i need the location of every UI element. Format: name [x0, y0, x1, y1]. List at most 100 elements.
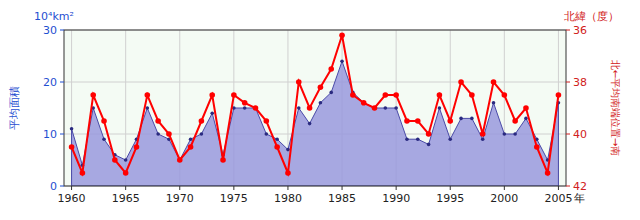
- point: [189, 137, 193, 141]
- point: [112, 157, 118, 163]
- point: [319, 101, 323, 105]
- x-tick: [233, 186, 234, 190]
- point: [243, 106, 247, 110]
- point: [339, 32, 345, 38]
- point: [134, 144, 140, 150]
- point: [437, 92, 443, 98]
- point: [242, 100, 248, 106]
- y2-unit-label: 北緯（度）: [564, 10, 619, 23]
- point: [405, 137, 409, 141]
- point: [383, 92, 389, 98]
- y-tick-label: 0: [50, 180, 57, 193]
- point: [372, 105, 378, 111]
- y2-tick-label: 40: [573, 128, 587, 141]
- x-tick-label: 1980: [274, 192, 302, 205]
- point: [545, 170, 551, 176]
- point: [145, 92, 151, 98]
- point: [209, 92, 215, 98]
- y2-tick: [566, 30, 570, 31]
- y2-tick: [566, 82, 570, 83]
- point: [492, 101, 496, 105]
- point: [200, 132, 204, 136]
- point: [534, 144, 540, 150]
- point: [362, 101, 366, 105]
- y2-tick-label: 36: [573, 24, 587, 37]
- point: [69, 144, 75, 150]
- point: [285, 170, 291, 176]
- point: [146, 106, 150, 110]
- y-tick-label: 20: [43, 76, 57, 89]
- point: [438, 106, 442, 110]
- point: [328, 66, 334, 72]
- y-tick-label: 30: [43, 24, 57, 37]
- x-tick-label: 1990: [382, 192, 410, 205]
- y2-tick-label: 38: [573, 76, 587, 89]
- point: [177, 157, 183, 163]
- point: [415, 118, 421, 124]
- point: [448, 137, 452, 141]
- point: [502, 92, 508, 98]
- point: [275, 137, 279, 141]
- x-tick-label: 1965: [112, 192, 140, 205]
- frame: [64, 30, 566, 186]
- point: [524, 117, 528, 121]
- point: [297, 106, 301, 110]
- y-tick: [60, 82, 64, 83]
- y-tick: [60, 30, 64, 31]
- point: [470, 117, 474, 121]
- x-tick: [558, 186, 559, 190]
- plot-background: [64, 30, 566, 186]
- point: [199, 118, 205, 124]
- y-unit-label: 10⁴km²: [34, 10, 74, 23]
- point: [90, 92, 96, 98]
- point: [459, 117, 463, 121]
- x-tick-label: 1960: [58, 192, 86, 205]
- grid-line-y: [64, 82, 566, 83]
- y2-tick: [566, 134, 570, 135]
- point: [329, 91, 333, 95]
- point: [296, 79, 302, 85]
- line: [72, 35, 559, 173]
- point: [101, 118, 107, 124]
- y2-axis: 36384042北緯（度）北←平均南端位置→南: [564, 10, 621, 193]
- point: [480, 131, 486, 137]
- point: [178, 158, 182, 162]
- x-tick: [504, 186, 505, 190]
- x-tick-label: 1995: [436, 192, 464, 205]
- x-tick-label: 1985: [328, 192, 356, 205]
- x-axis-label: 年: [574, 192, 585, 205]
- point: [361, 100, 367, 106]
- point: [156, 132, 160, 136]
- x-tick: [287, 186, 288, 190]
- point: [70, 127, 74, 131]
- point: [394, 106, 398, 110]
- y-axis-label: 平均面積: [8, 86, 21, 130]
- x-tick-label: 2000: [490, 192, 518, 205]
- point: [166, 131, 172, 137]
- point: [416, 137, 420, 141]
- y-tick: [60, 134, 64, 135]
- point: [155, 118, 161, 124]
- y-axis: 0 10 20 30 平均面積 10⁴km²: [8, 10, 74, 193]
- grid: [64, 30, 566, 186]
- point: [286, 148, 290, 152]
- x-tick: [396, 186, 397, 190]
- y2-tick: [566, 186, 570, 187]
- point: [124, 158, 128, 162]
- point: [307, 105, 313, 111]
- x-tick: [450, 186, 451, 190]
- point: [512, 118, 518, 124]
- point: [469, 92, 475, 98]
- point: [308, 122, 312, 126]
- point: [80, 170, 86, 176]
- point: [340, 59, 344, 63]
- point: [503, 132, 507, 136]
- point: [393, 92, 399, 98]
- point: [210, 111, 214, 115]
- y-tick-label: 10: [43, 128, 57, 141]
- x-tick: [179, 186, 180, 190]
- point: [404, 118, 410, 124]
- point: [274, 144, 280, 150]
- point: [264, 118, 270, 124]
- point: [427, 143, 431, 147]
